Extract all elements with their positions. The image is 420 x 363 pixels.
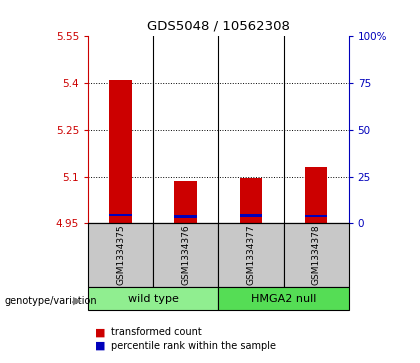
Text: GSM1334375: GSM1334375 — [116, 225, 125, 285]
Bar — [109, 80, 132, 223]
Text: HMGA2 null: HMGA2 null — [251, 294, 316, 303]
Bar — [218, 287, 349, 310]
Text: percentile rank within the sample: percentile rank within the sample — [111, 340, 276, 351]
Text: ■: ■ — [94, 340, 105, 351]
Bar — [284, 223, 349, 287]
Bar — [109, 214, 132, 216]
Text: GSM1334378: GSM1334378 — [312, 225, 320, 285]
Text: ▶: ▶ — [74, 295, 82, 306]
Bar — [174, 216, 197, 218]
Bar — [88, 287, 218, 310]
Bar — [174, 181, 197, 223]
Bar — [304, 215, 328, 217]
Bar — [239, 178, 262, 223]
Bar — [239, 214, 262, 217]
Bar — [153, 223, 218, 287]
Text: ■: ■ — [94, 327, 105, 337]
Text: genotype/variation: genotype/variation — [4, 295, 97, 306]
Text: wild type: wild type — [128, 294, 179, 303]
Title: GDS5048 / 10562308: GDS5048 / 10562308 — [147, 19, 290, 32]
Text: GSM1334376: GSM1334376 — [181, 225, 190, 285]
Text: GSM1334377: GSM1334377 — [247, 225, 255, 285]
Bar — [88, 223, 153, 287]
Bar — [304, 167, 328, 223]
Text: transformed count: transformed count — [111, 327, 202, 337]
Bar — [218, 223, 284, 287]
